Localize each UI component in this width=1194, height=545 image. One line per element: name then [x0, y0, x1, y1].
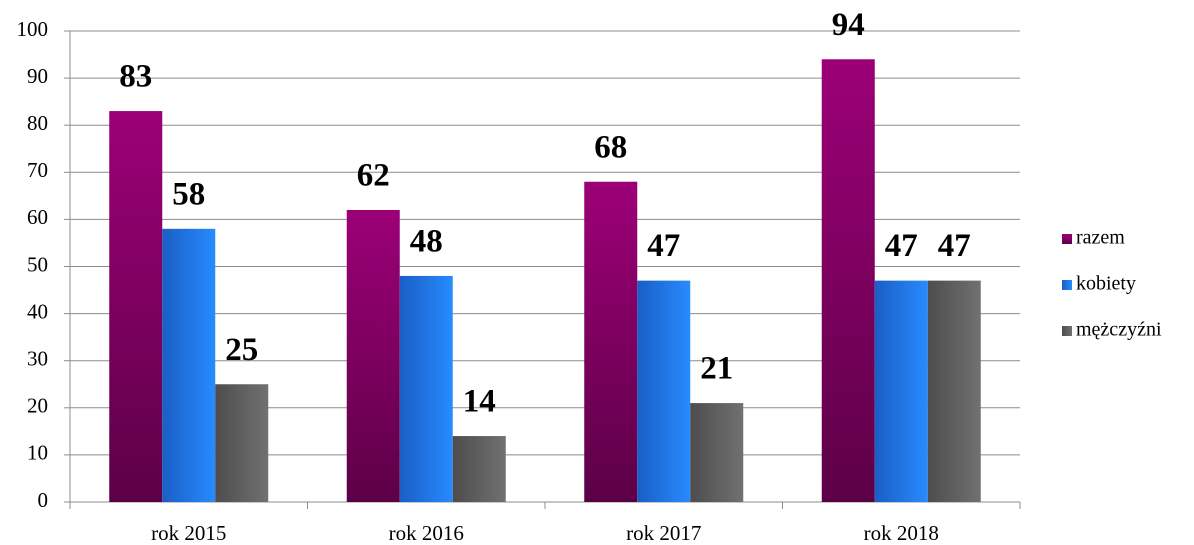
bar [584, 181, 638, 502]
value-label: 47 [938, 228, 971, 264]
y-tick-label: 70 [27, 158, 48, 182]
y-tick-label: 60 [27, 205, 48, 229]
y-tick-label: 100 [17, 17, 49, 41]
bar [927, 280, 981, 502]
y-tick-label: 20 [27, 394, 48, 418]
bar [162, 228, 216, 502]
legend-label: mężczyźni [1076, 319, 1162, 341]
bar [399, 275, 453, 502]
x-tick-label: rok 2016 [389, 521, 464, 545]
value-label: 47 [885, 228, 918, 264]
y-tick-label: 30 [27, 347, 48, 371]
value-label: 25 [225, 332, 258, 368]
y-tick-label: 10 [27, 441, 48, 465]
value-label: 68 [594, 129, 627, 165]
bar [452, 436, 506, 502]
value-label: 47 [647, 228, 680, 264]
bar [821, 59, 875, 502]
legend-swatch [1062, 280, 1072, 290]
value-label: 21 [700, 351, 733, 387]
y-tick-label: 50 [27, 252, 48, 276]
value-label: 94 [832, 7, 865, 43]
x-tick-label: rok 2017 [626, 521, 701, 545]
value-label: 14 [463, 384, 496, 420]
y-tick-label: 40 [27, 299, 48, 323]
value-label: 58 [172, 176, 205, 212]
legend-swatch [1062, 234, 1072, 244]
y-tick-label: 80 [27, 111, 48, 135]
legend-label: razem [1076, 227, 1125, 249]
value-label: 48 [410, 223, 443, 259]
legend-label: kobiety [1076, 273, 1136, 295]
bar [637, 280, 691, 502]
bar [215, 384, 269, 502]
y-tick-label: 0 [38, 488, 49, 512]
y-tick-label: 90 [27, 64, 48, 88]
bar [346, 209, 400, 503]
bar [109, 111, 163, 502]
x-tick-label: rok 2018 [864, 521, 939, 545]
legend-swatch [1062, 326, 1072, 336]
value-label: 83 [119, 59, 152, 95]
value-label: 62 [357, 158, 390, 194]
bar [690, 403, 744, 502]
x-tick-label: rok 2015 [151, 521, 226, 545]
bar [874, 280, 928, 502]
